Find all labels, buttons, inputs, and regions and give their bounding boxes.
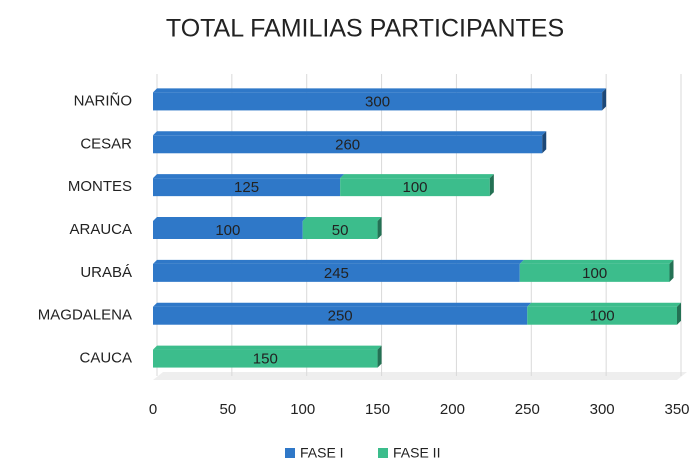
bar-top: [153, 88, 607, 93]
data-label: 50: [332, 222, 349, 239]
y-tick-label: MAGDALENA: [38, 307, 132, 324]
bar-top: [153, 131, 547, 136]
data-label: 250: [328, 308, 353, 325]
y-tick-label: URABÁ: [80, 264, 132, 281]
bar-side: [677, 302, 681, 325]
bar-side: [669, 259, 674, 282]
bar: [153, 135, 543, 154]
bar-top: [340, 174, 494, 179]
bar-top: [153, 345, 382, 350]
bar-side: [377, 217, 382, 239]
bar: [527, 306, 677, 325]
bar-side: [542, 131, 547, 154]
y-tick-label: NARIÑO: [74, 92, 132, 109]
x-tick-label: 250: [515, 401, 540, 418]
x-tick-label: 200: [440, 401, 465, 418]
bar-top: [153, 217, 307, 221]
bar: [153, 178, 341, 197]
bar-top: [527, 302, 681, 307]
bar-top: [153, 259, 524, 264]
bar-top: [153, 174, 345, 179]
bar-top: [302, 217, 382, 221]
bar-top: [519, 259, 674, 264]
bar-side: [489, 174, 494, 197]
legend-swatch: [378, 448, 388, 458]
legend-label: FASE II: [393, 445, 440, 461]
data-label: 125: [234, 179, 259, 196]
data-label: 260: [335, 136, 360, 153]
x-tick-label: 100: [290, 401, 315, 418]
y-tick-label: CESAR: [80, 135, 132, 152]
data-label: 100: [215, 222, 240, 239]
bar: [302, 221, 378, 239]
x-tick-label: 50: [220, 401, 237, 418]
bar-side: [602, 88, 607, 111]
data-label: 100: [402, 179, 427, 196]
bar-top: [153, 302, 532, 307]
data-label: 245: [324, 265, 349, 282]
bar: [340, 178, 490, 197]
bar-side: [377, 345, 382, 368]
x-tick-label: 0: [149, 401, 157, 418]
bar: [153, 263, 520, 282]
data-label: 100: [590, 308, 615, 325]
bar: [153, 349, 378, 368]
floor: [153, 372, 687, 380]
x-tick-label: 150: [365, 401, 390, 418]
bar: [153, 92, 603, 111]
legend-label: FASE I: [300, 445, 344, 461]
bar: [519, 263, 670, 282]
data-label: 150: [253, 351, 278, 368]
y-tick-label: MONTES: [68, 178, 132, 195]
x-tick-label: 350: [664, 401, 689, 418]
bar: [153, 306, 528, 325]
y-tick-label: ARAUCA: [69, 221, 132, 238]
data-label: 300: [365, 93, 390, 110]
y-tick-label: CAUCA: [79, 350, 132, 367]
x-tick-label: 300: [590, 401, 615, 418]
data-label: 100: [582, 265, 607, 282]
bar: [153, 221, 303, 239]
chart-title: TOTAL FAMILIAS PARTICIPANTES: [166, 15, 564, 43]
legend-swatch: [285, 448, 295, 458]
